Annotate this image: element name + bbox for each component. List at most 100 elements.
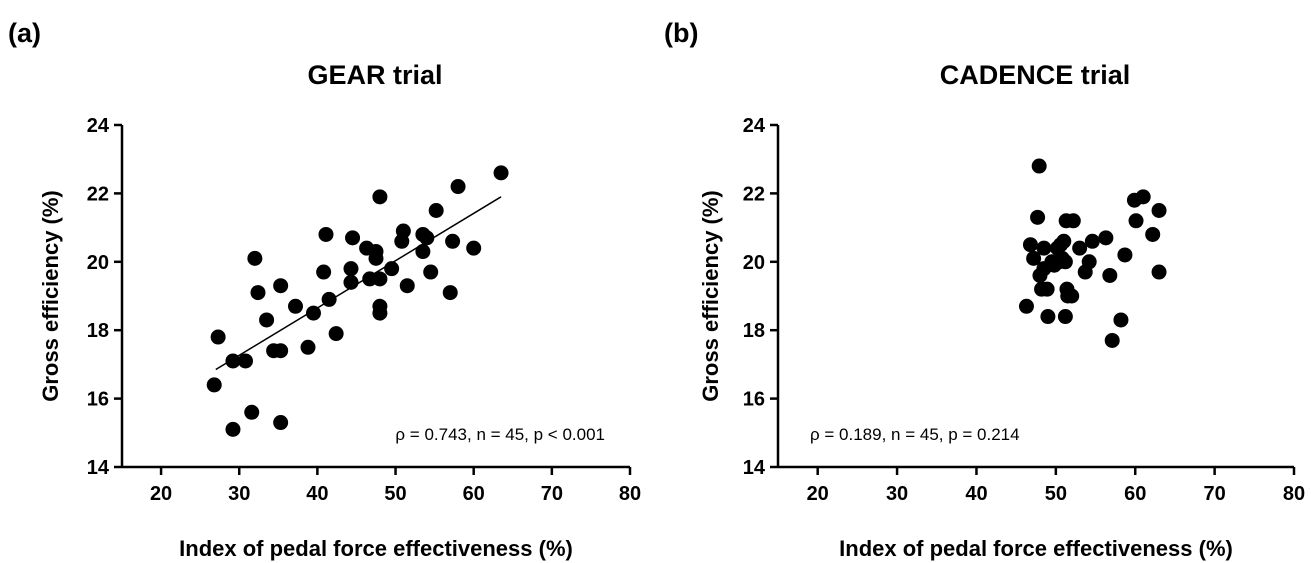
data-point xyxy=(237,353,253,369)
data-point xyxy=(1022,237,1038,253)
y-tick-label: 20 xyxy=(87,252,109,274)
y-tick-label: 22 xyxy=(87,183,109,205)
x-axis-label: Index of pedal force effectiveness (%) xyxy=(839,536,1233,561)
y-tick-label: 16 xyxy=(87,389,109,411)
data-point xyxy=(1117,247,1133,263)
data-point xyxy=(328,326,344,342)
data-point xyxy=(244,404,260,420)
data-point xyxy=(305,305,321,321)
data-point xyxy=(1151,203,1167,218)
data-point xyxy=(1039,281,1055,297)
data-point xyxy=(1026,250,1042,266)
x-tick-label: 40 xyxy=(306,483,328,505)
data-point xyxy=(345,230,361,246)
data-point xyxy=(225,353,241,369)
data-point xyxy=(372,189,388,205)
x-tick-label: 60 xyxy=(463,483,485,505)
data-point xyxy=(1135,189,1151,205)
data-point xyxy=(206,377,222,393)
data-point xyxy=(1081,254,1097,270)
chart-title: CADENCE trial xyxy=(940,60,1131,90)
panel-letter: (a) xyxy=(8,18,41,48)
data-point xyxy=(343,261,359,277)
data-point xyxy=(372,271,388,287)
data-point xyxy=(1064,288,1080,304)
data-point xyxy=(273,343,289,359)
stats-annotation: ρ = 0.743, n = 45, p < 0.001 xyxy=(395,425,605,444)
data-point xyxy=(250,285,266,301)
y-axis-label: Gross efficiency (%) xyxy=(38,190,63,402)
chart-cadence-trial: (b) CADENCE trial 14 16 18 20 22 24 20 30 40 50 60 70… xyxy=(664,18,1305,561)
x-axis-label: Index of pedal force effectiveness (%) xyxy=(179,536,573,561)
data-point xyxy=(372,305,388,321)
data-point xyxy=(1104,332,1120,348)
data-point xyxy=(321,291,337,307)
x-tick-label: 30 xyxy=(228,483,250,505)
data-point xyxy=(1072,240,1088,256)
x-tick-label: 70 xyxy=(541,483,563,505)
panel-a-gear-trial: (a) GEAR trial 14 16 18 20 22 24 20 30 40 50 60 70 80 I… xyxy=(8,18,641,561)
x-tick-label: 60 xyxy=(1124,483,1146,505)
data-point xyxy=(273,415,289,431)
x-tick-label: 30 xyxy=(886,483,908,505)
chart-gear-trial: (a) GEAR trial 14 16 18 20 22 24 20 30 40 50 60 70 80 I… xyxy=(8,18,641,561)
data-point xyxy=(343,274,359,290)
y-axis-label: Gross efficiency (%) xyxy=(698,190,723,402)
data-point xyxy=(1056,233,1072,249)
data-point xyxy=(423,264,439,280)
data-point xyxy=(1113,312,1129,328)
x-tick-label: 50 xyxy=(1045,483,1067,505)
data-point xyxy=(1018,298,1034,314)
data-point xyxy=(273,278,289,294)
x-tick-label: 40 xyxy=(965,483,987,505)
data-point xyxy=(1084,233,1100,249)
data-point xyxy=(1031,158,1047,174)
data-point xyxy=(399,278,415,294)
x-tick-label: 20 xyxy=(807,483,829,505)
x-tick-label: 80 xyxy=(1283,483,1305,505)
data-point xyxy=(395,223,411,239)
y-tick-label: 18 xyxy=(743,320,765,342)
data-point xyxy=(1065,213,1081,229)
data-point xyxy=(1030,209,1046,225)
y-tick-label: 22 xyxy=(743,183,765,205)
data-point xyxy=(1057,309,1073,325)
data-point xyxy=(493,165,509,181)
x-tick-label: 20 xyxy=(150,483,172,505)
chart-title: GEAR trial xyxy=(307,60,442,90)
y-tick-label: 20 xyxy=(743,252,765,274)
data-point xyxy=(415,244,431,260)
stats-annotation: ρ = 0.189, n = 45, p = 0.214 xyxy=(810,425,1020,444)
data-point xyxy=(1040,309,1056,325)
data-point xyxy=(1145,226,1161,242)
data-point xyxy=(428,203,444,218)
data-point xyxy=(247,250,263,266)
data-point xyxy=(1102,267,1118,283)
data-point xyxy=(445,233,461,249)
data-point xyxy=(466,240,482,256)
data-point xyxy=(419,230,435,246)
data-point xyxy=(384,261,400,277)
data-point xyxy=(450,179,466,195)
y-tick-label: 14 xyxy=(87,457,110,479)
x-tick-label: 80 xyxy=(619,483,641,505)
data-point xyxy=(300,339,316,355)
data-point xyxy=(1098,230,1114,246)
y-tick-label: 14 xyxy=(743,457,766,479)
panel-b-cadence-trial: (b) CADENCE trial 14 16 18 20 22 24 20 30 40 50 60 70… xyxy=(660,0,1311,563)
data-point xyxy=(259,312,275,328)
data-point xyxy=(368,250,384,266)
y-tick-label: 24 xyxy=(743,115,766,137)
panel-letter: (b) xyxy=(664,18,698,48)
data-point xyxy=(1036,240,1052,256)
x-tick-label: 70 xyxy=(1203,483,1225,505)
data-point xyxy=(442,285,458,301)
data-point xyxy=(1151,264,1167,280)
data-point xyxy=(1128,213,1144,229)
data-point xyxy=(225,421,241,437)
data-point xyxy=(288,298,304,314)
data-point xyxy=(318,226,334,242)
data-point xyxy=(1057,254,1073,270)
y-tick-label: 24 xyxy=(87,115,110,137)
data-point xyxy=(210,329,226,345)
